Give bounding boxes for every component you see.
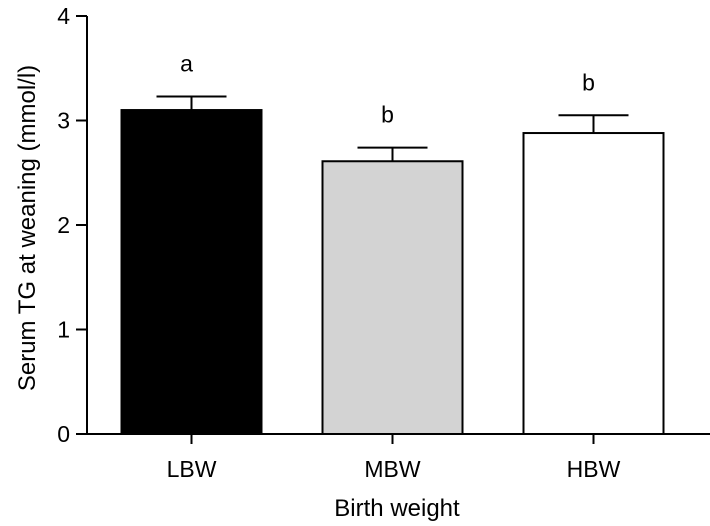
bar-lbw [120,109,263,436]
x-tick-label: MBW [364,456,421,482]
bar-mbw [321,160,464,435]
significance-label: a [180,50,193,76]
y-tick-label: 4 [57,3,70,29]
significance-label: b [582,69,595,95]
x-tick-label: LBW [167,456,217,482]
y-tick-label: 0 [57,421,70,447]
x-axis-title: Birth weight [334,495,460,522]
bar-hbw [522,132,665,435]
x-tick-label: HBW [567,456,621,482]
bars-group: a b b [120,50,665,436]
y-tick-label: 3 [57,108,70,134]
x-axis: LBW MBW HBW [87,433,710,482]
y-tick-label: 2 [57,212,70,238]
y-tick-label: 1 [57,317,70,343]
y-axis-title: Serum TG at weaning (mmol/l) [14,65,41,391]
significance-label: b [381,102,394,128]
y-axis: 0 1 2 3 4 [57,3,88,447]
